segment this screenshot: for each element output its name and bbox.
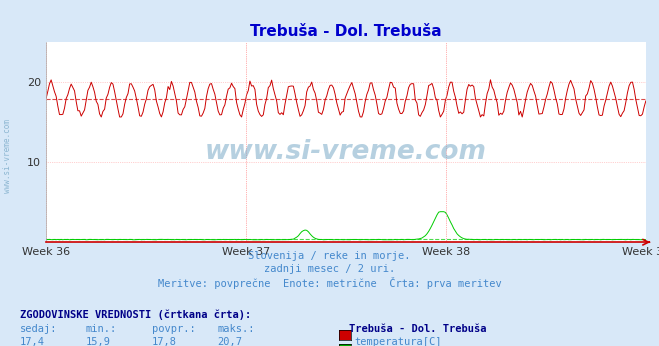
Text: www.si-vreme.com: www.si-vreme.com [205, 139, 487, 165]
Text: 17,8: 17,8 [152, 337, 177, 346]
Title: Trebuša - Dol. Trebuša: Trebuša - Dol. Trebuša [250, 24, 442, 39]
Text: www.si-vreme.com: www.si-vreme.com [3, 119, 13, 193]
Text: Meritve: povprečne  Enote: metrične  Črta: prva meritev: Meritve: povprečne Enote: metrične Črta:… [158, 277, 501, 289]
Text: 15,9: 15,9 [86, 337, 111, 346]
Text: zadnji mesec / 2 uri.: zadnji mesec / 2 uri. [264, 264, 395, 274]
Text: 20,7: 20,7 [217, 337, 243, 346]
Text: ZGODOVINSKE VREDNOSTI (črtkana črta):: ZGODOVINSKE VREDNOSTI (črtkana črta): [20, 310, 251, 320]
Text: Slovenija / reke in morje.: Slovenija / reke in morje. [248, 251, 411, 261]
Text: temperatura[C]: temperatura[C] [355, 337, 442, 346]
Text: maks.:: maks.: [217, 324, 255, 334]
Text: povpr.:: povpr.: [152, 324, 195, 334]
Text: sedaj:: sedaj: [20, 324, 57, 334]
Text: Trebuša - Dol. Trebuša: Trebuša - Dol. Trebuša [349, 324, 487, 334]
Text: 17,4: 17,4 [20, 337, 45, 346]
Text: min.:: min.: [86, 324, 117, 334]
